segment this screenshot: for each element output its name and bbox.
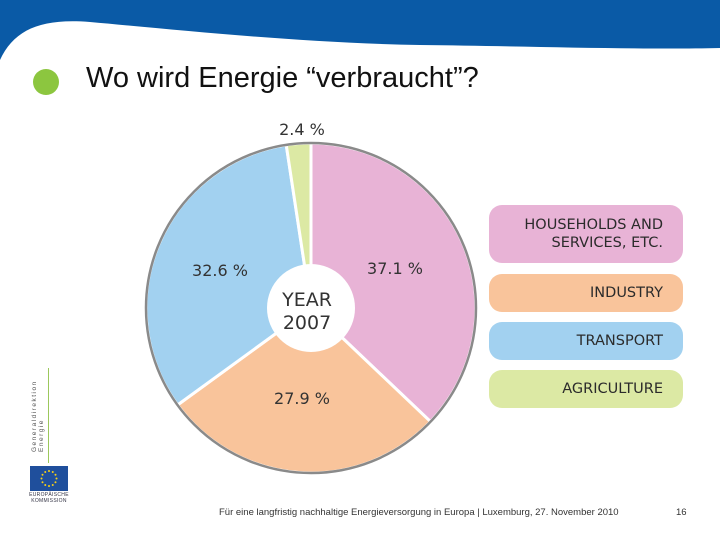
header-wave bbox=[0, 0, 720, 60]
center-label-year: YEAR bbox=[281, 289, 332, 311]
slide-title: Wo wird Energie “verbraucht”? bbox=[86, 62, 479, 94]
legend-households: HOUSEHOLDS AND SERVICES, ETC. bbox=[489, 205, 683, 263]
eu-star bbox=[54, 473, 57, 476]
center-label-2007: 2007 bbox=[283, 312, 331, 334]
eu-star bbox=[54, 481, 57, 484]
slice-label-transport: 32.6 % bbox=[192, 261, 248, 280]
dg-energy-logo-text: Generaldirektion Energie bbox=[31, 380, 45, 452]
slice-label-industry: 27.9 % bbox=[274, 389, 330, 408]
logo-divider-line bbox=[48, 368, 49, 463]
legend-agriculture: AGRICULTURE bbox=[489, 370, 683, 408]
eu-star bbox=[55, 477, 58, 480]
eu-star bbox=[48, 485, 50, 487]
eu-star bbox=[41, 473, 44, 476]
eu-star bbox=[44, 483, 47, 486]
eu-star bbox=[44, 471, 47, 474]
slice-label-households: 37.1 % bbox=[367, 259, 423, 278]
slice-label-agriculture: 2.4 % bbox=[279, 120, 325, 139]
pie-outline bbox=[144, 141, 478, 475]
legend-industry: INDUSTRY bbox=[489, 274, 683, 312]
title-bullet bbox=[33, 69, 59, 95]
header-band bbox=[0, 0, 720, 60]
pie-center-circle bbox=[267, 264, 355, 352]
legend-transport: TRANSPORT bbox=[489, 322, 683, 360]
eu-commission-caption: EUROPÄISCHE KOMMISSION bbox=[29, 492, 69, 504]
eu-star bbox=[41, 481, 44, 484]
eu-star bbox=[51, 471, 54, 474]
footer-text: Für eine langfristig nachhaltige Energie… bbox=[219, 507, 619, 518]
eu-star bbox=[51, 483, 54, 486]
pie-chart: YEAR 2007 37.1 % 27.9 % 32.6 % 2.4 % bbox=[144, 120, 478, 475]
eu-star bbox=[48, 470, 50, 472]
eu-star bbox=[40, 477, 43, 480]
eu-flag-icon bbox=[30, 466, 68, 491]
page-number: 16 bbox=[676, 507, 687, 518]
